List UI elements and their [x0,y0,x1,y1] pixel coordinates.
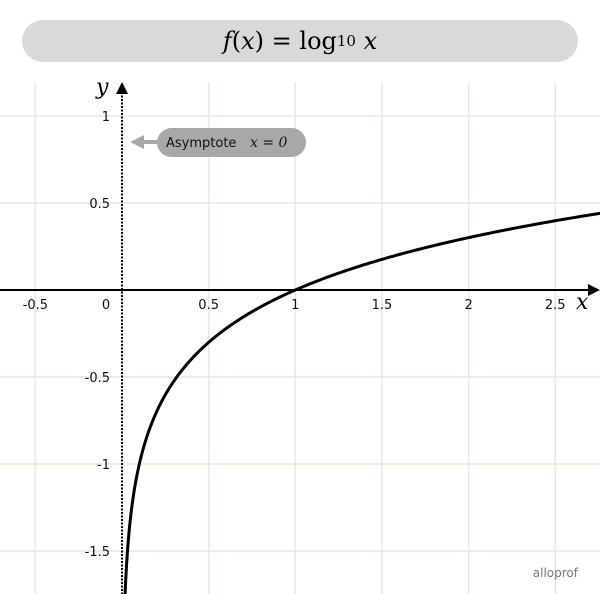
title-x2: x [363,27,378,55]
y-tick-label: -0.5 [85,371,110,386]
y-tick-label: 1 [102,110,110,125]
y-axis-arrow [116,82,128,94]
y-tick-label: -1 [97,458,110,473]
title-lparen: ( [231,27,242,55]
x-axis-label: x [576,290,589,315]
chart-title: f(x) = log 10 x [22,20,578,62]
y-tick-label: 0.5 [89,197,110,212]
asymptote-label-bg [157,128,306,157]
y-axis-label: y [95,75,109,100]
asymptote-label-math: x = 0 [250,135,288,151]
x-axis-arrow [588,284,600,296]
alloprof-logo: alloprof [532,566,578,580]
asymptote-label: Asymptote [166,136,236,151]
x-tick-label: 1 [291,298,299,313]
title-sub: 10 [336,32,356,50]
x-tick-label: 0 [102,298,110,313]
title-x: x [241,27,255,55]
x-tick-label: 2 [464,298,472,313]
title-f: f [222,27,232,55]
x-tick-label: 1.5 [372,298,393,313]
log-curve [123,211,600,594]
y-tick-label: -1.5 [85,545,110,560]
asymptote-arrow-icon [130,135,144,149]
title-log: ) = log [254,27,337,55]
x-tick-label: 2.5 [545,298,566,313]
x-tick-label: -0.5 [23,298,48,313]
x-tick-label: 0.5 [198,298,219,313]
